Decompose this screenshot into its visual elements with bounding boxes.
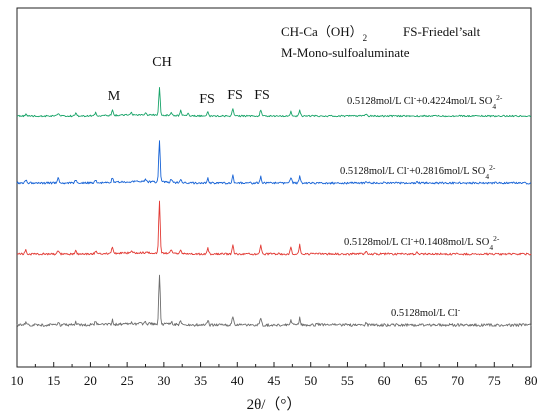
x-tick-label: 65 bbox=[414, 373, 427, 388]
series-label: 0.5128mol/L Cl-+0.4224mol/L SO42- bbox=[347, 93, 503, 111]
series-label: 0.5128mol/L Cl-+0.2816mol/L SO42- bbox=[340, 163, 496, 181]
series-line bbox=[16, 200, 532, 256]
x-tick-label: 70 bbox=[451, 373, 464, 388]
series-label: 0.5128mol/L Cl-+0.1408mol/L SO42- bbox=[344, 234, 500, 252]
legend: CH-Ca（OH）2 FS-Friedel’salt M-Mono-sulfoa… bbox=[281, 24, 481, 60]
annotation-m: M bbox=[108, 89, 121, 104]
x-tick-label: 15 bbox=[47, 373, 60, 388]
x-tick-label: 30 bbox=[157, 373, 170, 388]
series-line bbox=[16, 274, 532, 327]
annotation-fs-1: FS bbox=[199, 92, 215, 107]
x-tick-label: 80 bbox=[525, 373, 538, 388]
x-tick-label: 25 bbox=[121, 373, 134, 388]
annotation-fs-2: FS bbox=[227, 88, 243, 103]
x-tick-label: 55 bbox=[341, 373, 354, 388]
legend-ch: CH-Ca（OH）2 bbox=[281, 24, 367, 43]
x-tick-label: 60 bbox=[378, 373, 391, 388]
x-tick-label: 35 bbox=[194, 373, 207, 388]
x-tick-label: 20 bbox=[84, 373, 97, 388]
peak-annotations: M CH FS FS FS bbox=[108, 55, 270, 107]
x-axis-title: 2θ/（°） bbox=[247, 396, 302, 413]
series-line bbox=[16, 87, 532, 118]
series-label: 0.5128mol/L Cl- bbox=[391, 305, 461, 320]
annotation-fs-3: FS bbox=[254, 88, 270, 103]
x-tick-label: 45 bbox=[268, 373, 281, 388]
x-tick-label: 75 bbox=[488, 373, 501, 388]
series-line bbox=[16, 140, 532, 185]
x-tick-label: 40 bbox=[231, 373, 244, 388]
legend-m: M-Mono-sulfoaluminate bbox=[281, 45, 410, 60]
x-tick-label: 50 bbox=[304, 373, 317, 388]
annotation-ch: CH bbox=[152, 55, 171, 70]
x-tick-label: 10 bbox=[11, 373, 24, 388]
series-layer: 0.5128mol/L Cl-+0.4224mol/L SO42- 0.5128m… bbox=[16, 87, 532, 327]
legend-fs: FS-Friedel’salt bbox=[403, 24, 481, 39]
x-axis: 10 15 20 25 30 35 40 45 50 55 60 65 70 75 80 bbox=[11, 362, 538, 388]
